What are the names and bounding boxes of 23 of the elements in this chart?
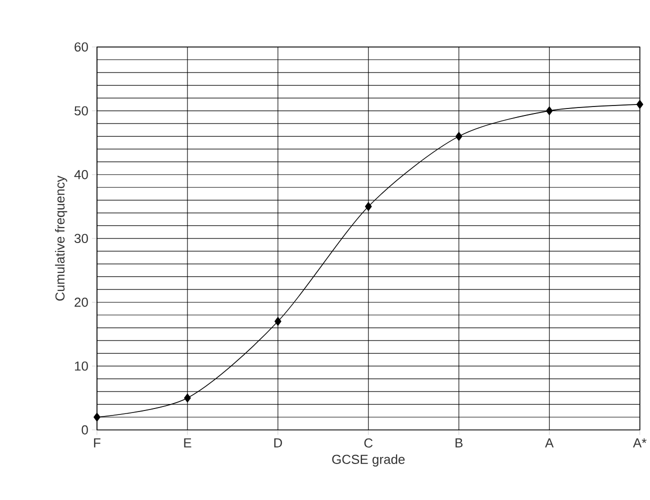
point: [184, 394, 191, 402]
point: [94, 412, 100, 422]
y-tick-label: 50: [74, 106, 88, 116]
y-tick-label: 20: [74, 298, 88, 307]
point: [636, 100, 644, 109]
point: [365, 202, 372, 211]
x-axis-title: GCSE grade: [332, 454, 405, 467]
point: [455, 132, 462, 141]
y-tick-label: 0: [82, 425, 88, 435]
x-tick-label: E: [184, 438, 192, 448]
x-tick-label: A*: [632, 438, 646, 448]
x-tick-label: C: [364, 438, 373, 448]
x-tick-label: D: [274, 438, 282, 448]
y-tick-label: 10: [74, 362, 88, 371]
x-tick-label: A: [545, 438, 554, 448]
point: [274, 317, 282, 326]
point: [546, 106, 553, 116]
y-tick-label: 40: [74, 170, 88, 180]
y-axis-title: Cumulative frequency: [55, 176, 68, 301]
y-tick-label: 60: [74, 42, 88, 52]
x-tick-label: B: [456, 438, 463, 448]
x-tick-label: F: [94, 438, 100, 448]
y-tick-label: 30: [74, 234, 88, 244]
